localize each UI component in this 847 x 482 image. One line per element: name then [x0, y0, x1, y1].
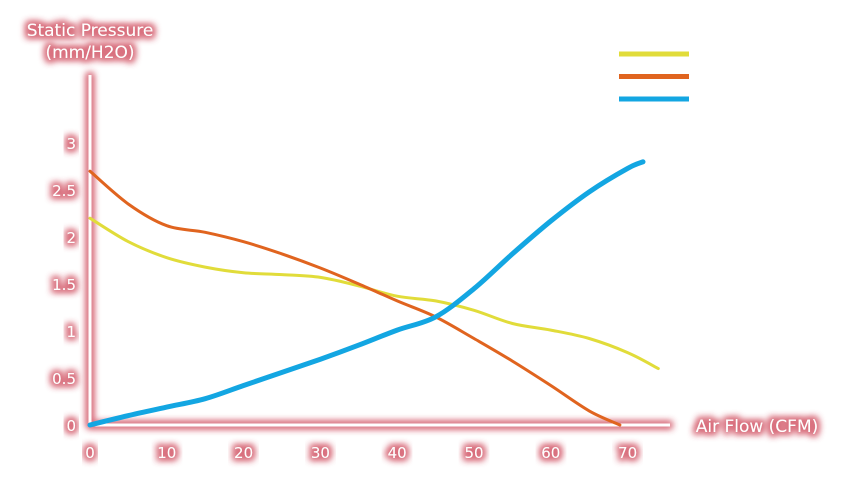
x-tick-label: 30: [311, 444, 330, 462]
y-tick-label: 2.5: [52, 182, 76, 200]
legend: [619, 51, 689, 102]
x-tick-labels: 0 10 20 30 40 50 60 70: [85, 444, 637, 462]
y-tick-label: 3: [66, 135, 76, 153]
x-tick-label: 70: [618, 444, 637, 462]
x-tick-label: 40: [388, 444, 407, 462]
series-line-3: [87, 159, 646, 428]
x-axis-title: Air Flow (CFM): [696, 417, 819, 437]
x-tick-label: 10: [157, 444, 176, 462]
y-tick-label: 0: [66, 417, 76, 435]
x-tick-label: 0: [85, 444, 95, 462]
y-tick-labels: 0 0.5 1 1.5 2 2.5 3: [52, 135, 76, 435]
series-line-1: [88, 216, 660, 371]
y-axis-title-line1: Static Pressure: [27, 21, 154, 41]
axes: [88, 75, 670, 427]
y-axis-title-line2: (mm/H2O): [45, 43, 134, 63]
series-lines: [87, 159, 660, 428]
y-tick-label: 2: [66, 229, 76, 247]
y-tick-label: 1.5: [52, 276, 76, 294]
y-tick-label: 1: [66, 323, 76, 341]
x-tick-label: 60: [541, 444, 560, 462]
x-tick-label: 50: [464, 444, 483, 462]
x-tick-label: 20: [234, 444, 253, 462]
y-tick-label: 0.5: [52, 370, 76, 388]
series-line-2: [88, 169, 622, 427]
